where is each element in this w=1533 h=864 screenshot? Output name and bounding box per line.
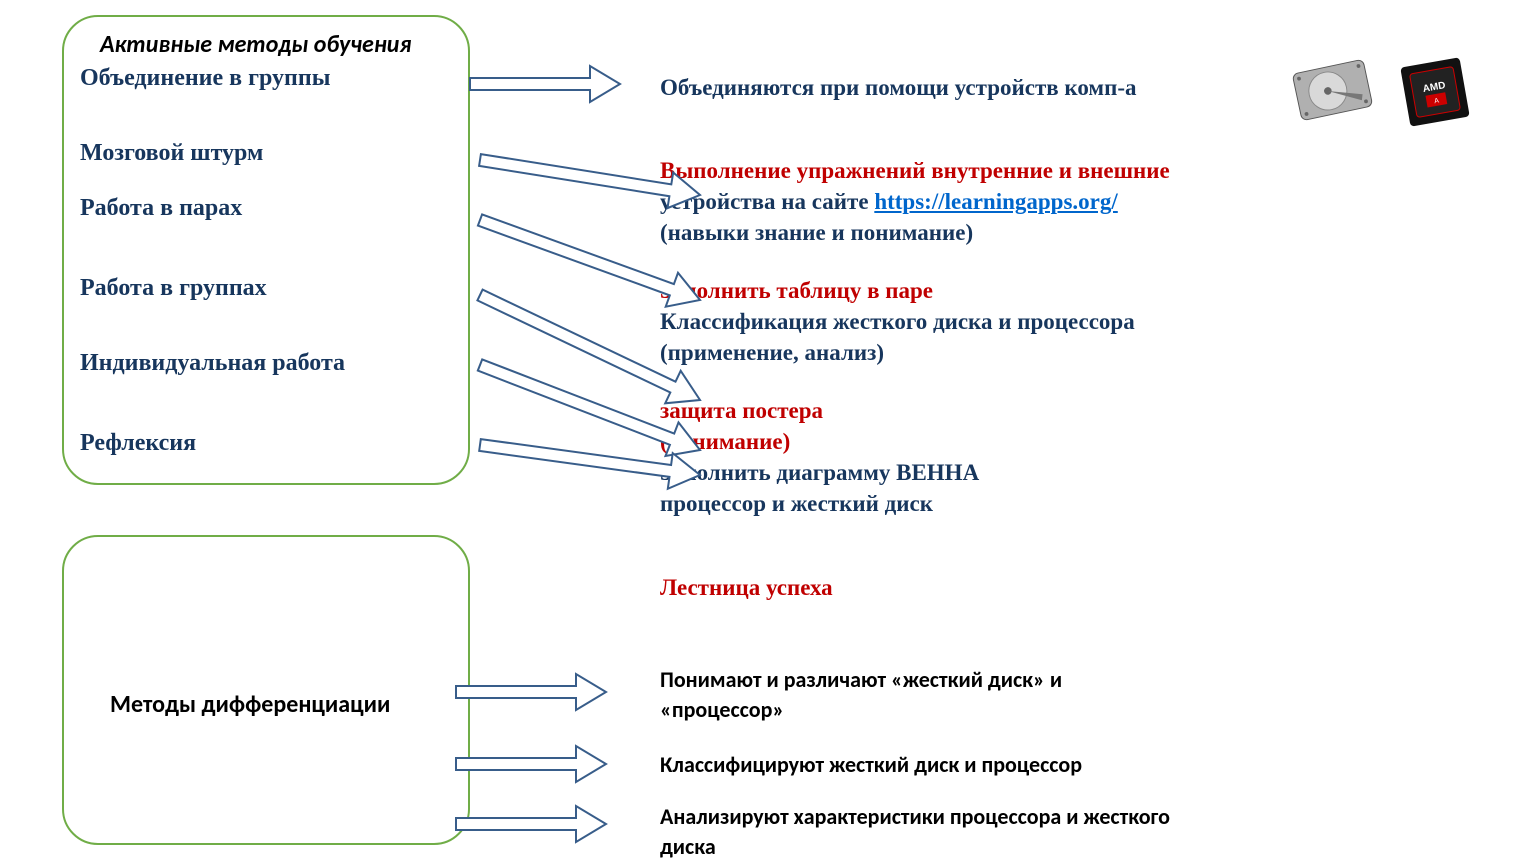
r3-line2: Классификация жесткого диска и процессор… [660, 309, 1135, 334]
r2-link[interactable]: https://learningapps.org/ [874, 189, 1117, 214]
r3-line3: (применение, анализ) [660, 340, 884, 365]
r6-line1: Понимают и различают «жесткий диск» и [660, 666, 1062, 693]
r1: Объединяются при помощи устройств комп-а [660, 72, 1137, 103]
method-item-4: Работа в группах [80, 275, 267, 302]
r3-red: Заполнить таблицу в паре [660, 278, 933, 303]
r6: Понимают и различают «жесткий диск» и «п… [660, 665, 1480, 724]
r8: Анализируют характеристики процессора и … [660, 802, 1480, 861]
r2-line2a: устройства на сайте [660, 189, 874, 214]
r7: Классифицируют жесткий диск и процессор [660, 750, 1082, 780]
active-methods-title: Активные методы обучения [100, 30, 411, 59]
method-item-2: Мозговой штурм [80, 140, 263, 167]
cpu-icon: AMD A [1395, 52, 1475, 132]
r4-red2: (понимание) [660, 429, 790, 454]
hdd-icon [1285, 55, 1380, 125]
differentiation-title: Методы дифференциации [110, 690, 390, 719]
r4: защита постера (понимание) Заполнить диа… [660, 395, 1480, 519]
r4-line4: процессор и жесткий диск [660, 491, 933, 516]
r6-line2: «процессор» [660, 696, 784, 723]
r8-line1: Анализируют характеристики процессора и … [660, 803, 1170, 830]
method-item-6: Рефлексия [80, 430, 196, 457]
method-item-5: Индивидуальная работа [80, 350, 345, 377]
r8-line2: диска [660, 833, 716, 860]
r4-line3: Заполнить диаграмму ВЕННА [660, 460, 979, 485]
method-item-3: Работа в парах [80, 195, 242, 222]
r2-line3: (навыки знание и понимание) [660, 220, 973, 245]
r5: Лестница успеха [660, 572, 833, 603]
r4-red1: защита постера [660, 398, 823, 423]
method-item-1: Объединение в группы [80, 65, 330, 92]
r3: Заполнить таблицу в паре Классификация ж… [660, 275, 1480, 368]
r2-line1: Выполнение упражнений внутренние и внешн… [660, 158, 1170, 183]
r2: Выполнение упражнений внутренние и внешн… [660, 155, 1480, 248]
